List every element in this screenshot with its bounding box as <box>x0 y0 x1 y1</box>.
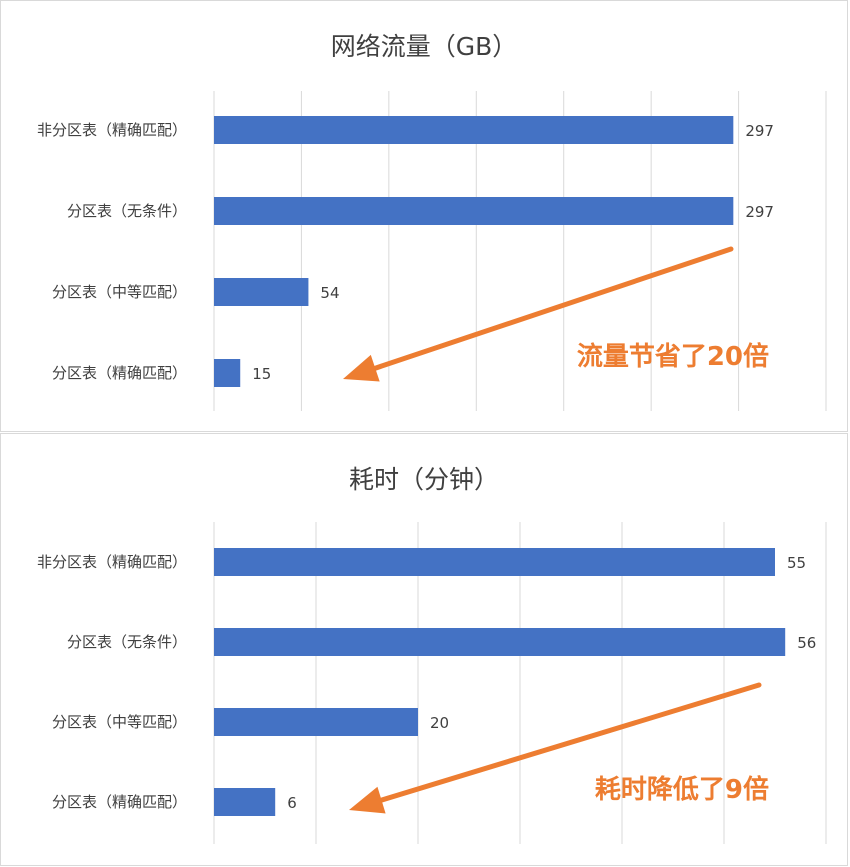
category-label: 分区表（中等匹配） <box>52 283 187 301</box>
annotation-arrow-head <box>349 786 386 814</box>
bar-chart-traffic: 非分区表（精确匹配） 297 分区表（无条件） 297 分区表（中等匹配） 54 分区表（精… <box>37 91 827 411</box>
chart-panel-time: 耗时（分钟） 非分区表（精确匹配） 55 分区表（无条件） 56 分区表（中等匹配） 20… <box>0 433 848 866</box>
annotation-text: 耗时降低了9倍 <box>595 774 769 805</box>
category-label: 分区表（精确匹配） <box>52 793 187 811</box>
category-label: 分区表（精确匹配） <box>52 364 187 382</box>
bar <box>214 197 734 225</box>
bar <box>214 628 786 656</box>
category-label: 非分区表（精确匹配） <box>37 553 187 571</box>
data-label: 15 <box>252 365 271 383</box>
data-label: 297 <box>745 203 774 221</box>
data-label: 297 <box>745 122 774 140</box>
chart-title: 网络流量（GB） <box>330 32 518 61</box>
chart-panel-traffic: 网络流量（GB） 非分区表（精确匹配） 297 分区表（无条件） 297 分区表（中等匹… <box>0 0 848 432</box>
data-label: 56 <box>797 634 816 652</box>
annotation-text: 流量节省了20倍 <box>577 341 769 372</box>
bar <box>214 116 734 144</box>
gridlines <box>213 91 827 411</box>
category-label: 分区表（中等匹配） <box>52 713 187 731</box>
category-label: 非分区表（精确匹配） <box>37 121 187 139</box>
annotation-arrow-line <box>379 682 762 803</box>
bar <box>214 708 418 736</box>
data-label: 6 <box>287 794 297 812</box>
data-label: 20 <box>430 714 449 732</box>
bar <box>214 548 775 576</box>
annotation-arrow-head <box>343 354 380 382</box>
annotation-arrow-line <box>372 246 734 371</box>
category-label: 分区表（无条件） <box>67 633 187 651</box>
bar-chart-time: 非分区表（精确匹配） 55 分区表（无条件） 56 分区表（中等匹配） 20 分区表（精确匹… <box>37 522 827 844</box>
bar <box>214 788 276 816</box>
chart-title: 耗时（分钟） <box>348 465 499 494</box>
category-label: 分区表（无条件） <box>67 202 187 220</box>
bar <box>214 359 241 387</box>
data-label: 55 <box>787 554 806 572</box>
data-label: 54 <box>320 284 339 302</box>
bar <box>214 278 309 306</box>
